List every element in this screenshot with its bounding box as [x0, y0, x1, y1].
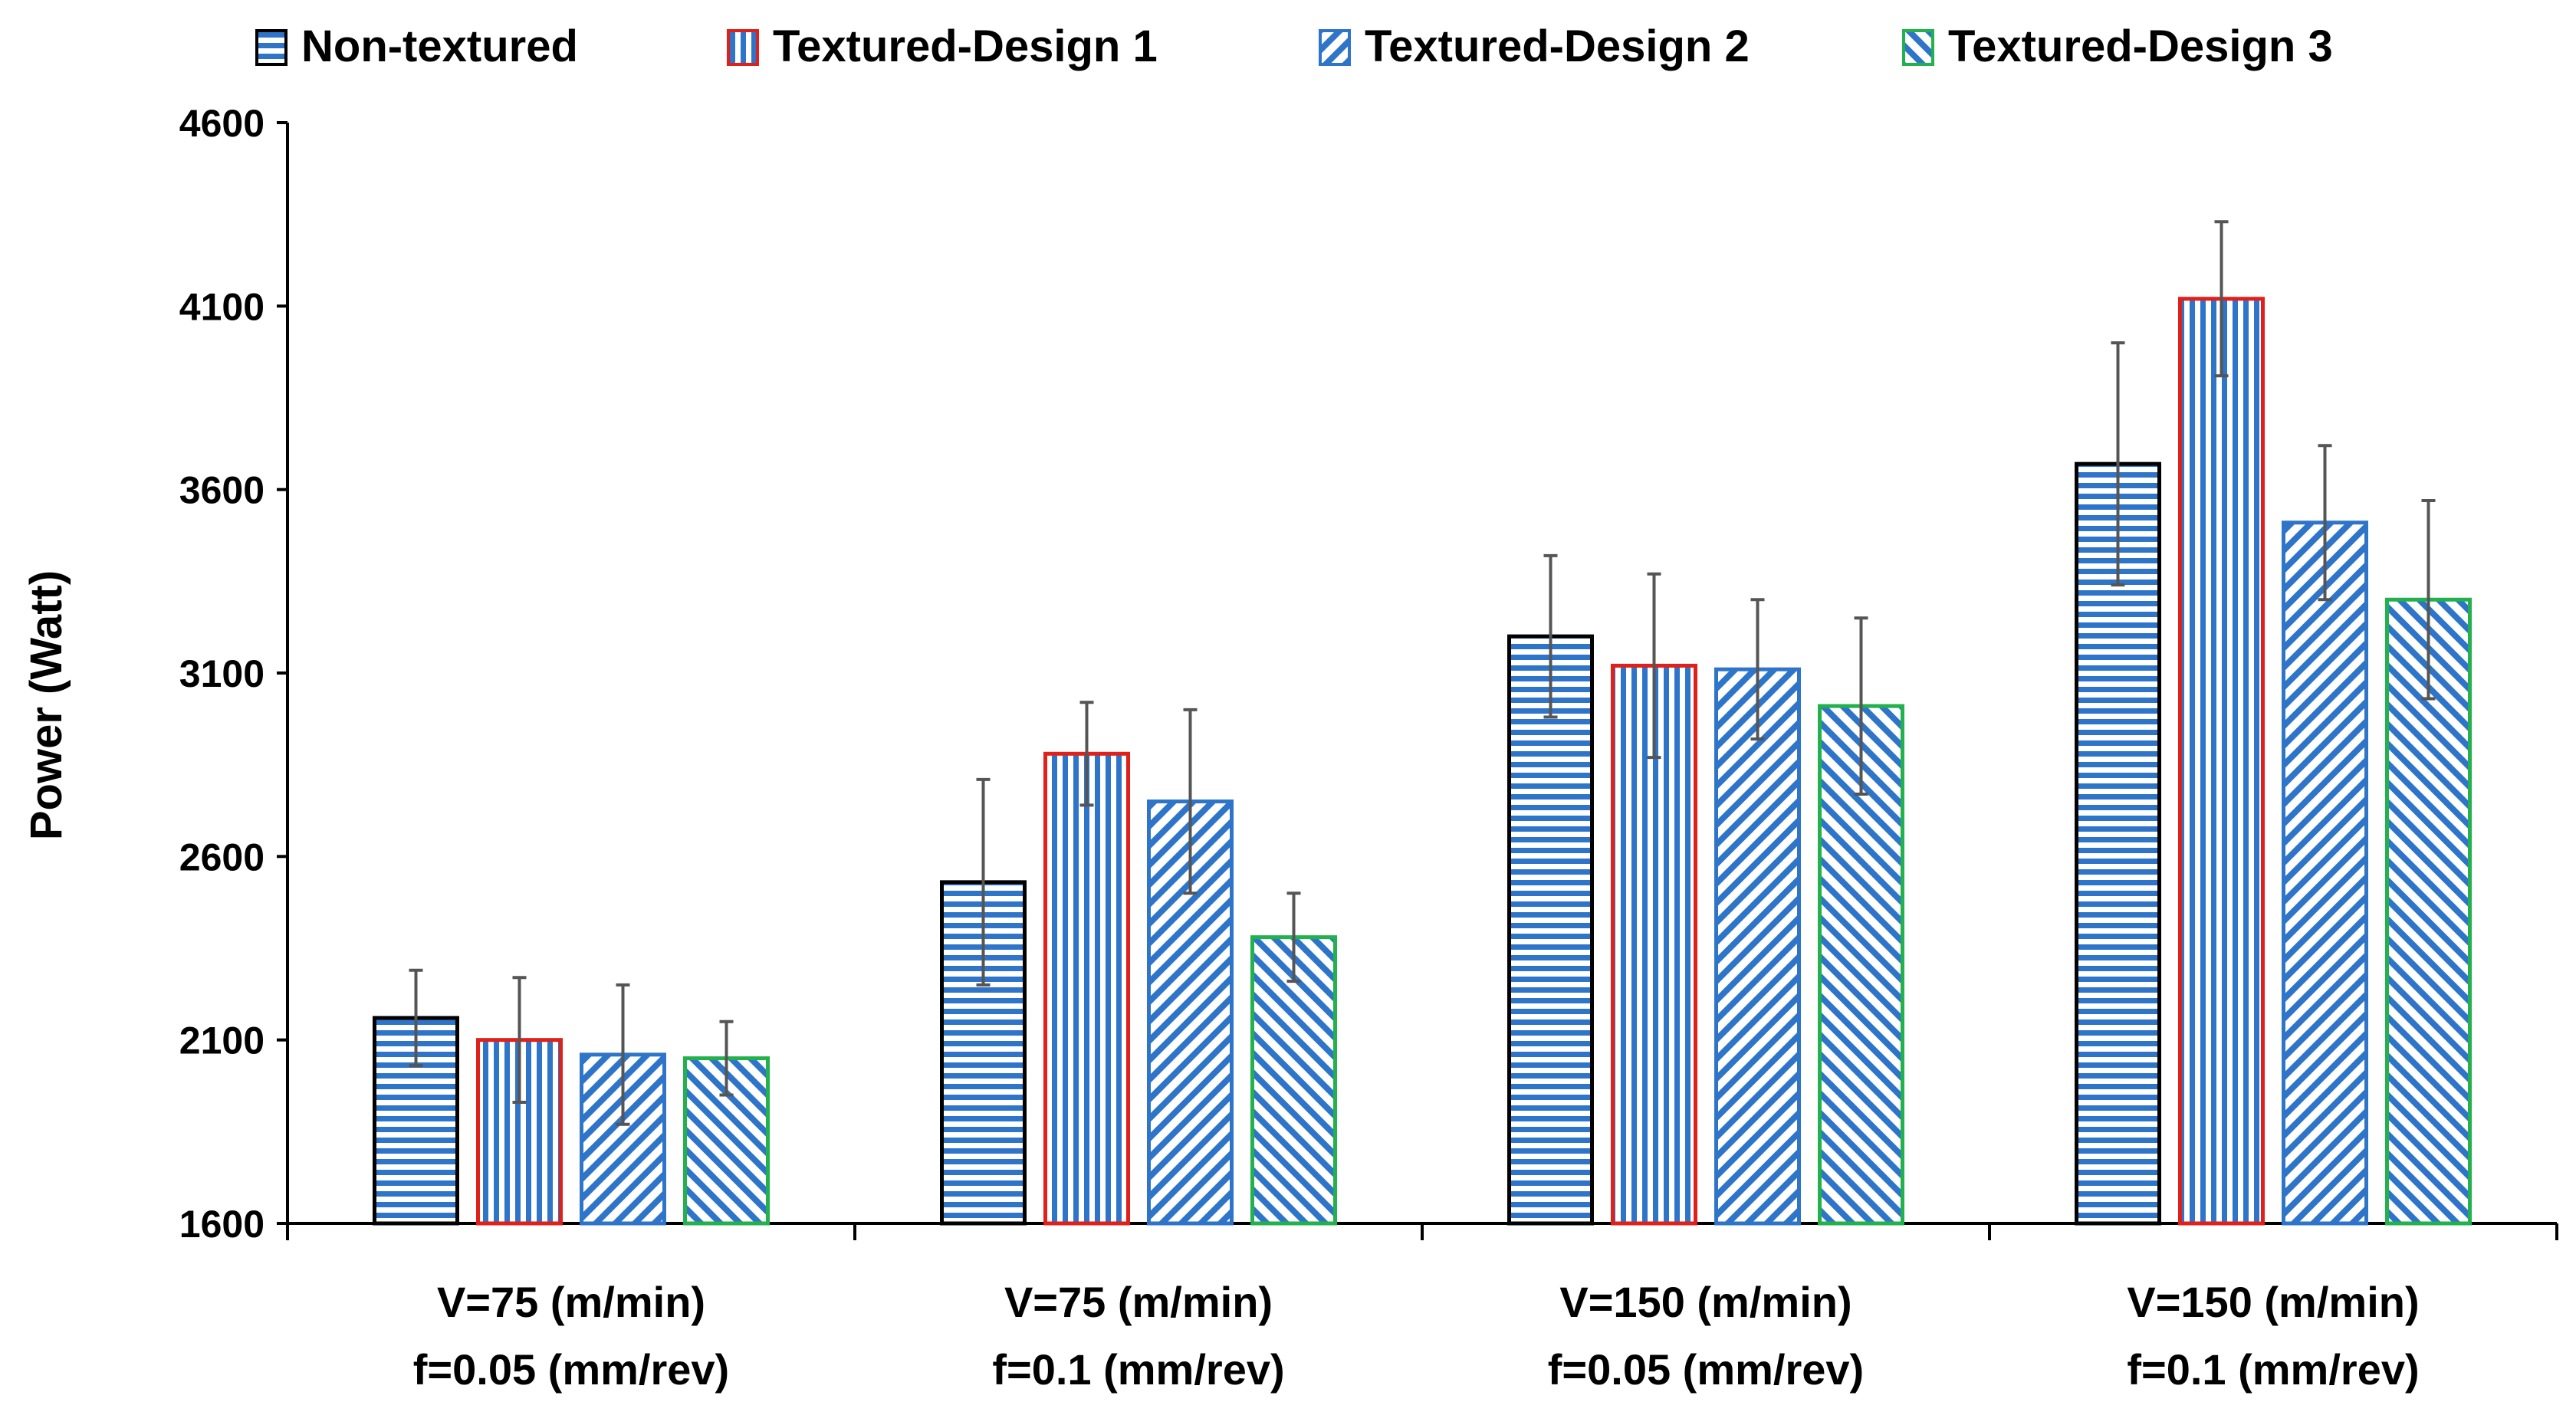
x-tick-label: V=150 (m/min) — [2127, 1278, 2419, 1326]
y-tick-label: 3600 — [179, 469, 264, 512]
x-tick-label: V=75 (m/min) — [1004, 1278, 1273, 1326]
bar-textured-design-1-2 — [1043, 751, 1130, 1226]
error-bars-layer — [409, 220, 2436, 1126]
x-tick-label: V=150 (m/min) — [1559, 1278, 1852, 1326]
error-bar — [1286, 891, 1301, 983]
error-bar — [1079, 701, 1094, 807]
legend-entry: Textured-Design 3 — [1902, 21, 2333, 71]
legend-swatch — [255, 29, 288, 66]
legend-swatch — [727, 29, 759, 66]
legend-swatch — [1319, 29, 1351, 66]
legend-swatch — [1902, 29, 1934, 66]
y-axis: 1600 2100 2600 3100 3600 4100 4600 — [179, 102, 289, 1246]
error-bar — [616, 983, 630, 1126]
error-bar — [2421, 499, 2436, 701]
error-bar — [512, 976, 527, 1105]
legend-entry: Non-textured — [255, 21, 578, 71]
legend-label: Textured-Design 1 — [773, 21, 1158, 71]
error-bar — [2111, 341, 2125, 587]
error-bar — [1750, 598, 1765, 741]
y-tick-label: 1600 — [179, 1203, 264, 1246]
legend-entry: Textured-Design 1 — [727, 21, 1158, 71]
error-bar — [409, 968, 423, 1068]
error-bar — [2318, 444, 2332, 602]
y-tick-label: 2100 — [179, 1019, 264, 1062]
legend-entry: Textured-Design 2 — [1319, 21, 1750, 71]
bar-textured-design-2-4 — [2282, 520, 2368, 1226]
bar-non-textured-3 — [1507, 634, 1594, 1226]
x-axis: V=75 (m/min) f=0.05 (mm/rev) V=75 (m/min) f… — [286, 1222, 2558, 1394]
x-tick-label: f=0.05 (mm/rev) — [413, 1345, 729, 1394]
x-tick-label: f=0.05 (mm/rev) — [1548, 1345, 1864, 1394]
bar-textured-design-2-3 — [1714, 667, 1801, 1226]
legend-label: Non-textured — [301, 21, 578, 71]
bar-textured-design-3-2 — [1250, 935, 1337, 1226]
bar-non-textured-4 — [2075, 461, 2161, 1226]
error-bar — [1543, 553, 1558, 719]
x-tick-label: f=0.1 (mm/rev) — [992, 1345, 1284, 1394]
bars-layer — [373, 297, 2472, 1226]
y-tick-label: 3100 — [179, 652, 264, 695]
error-bar — [1647, 572, 1661, 760]
bar-textured-design-1-4 — [2178, 297, 2265, 1226]
error-bar — [1183, 708, 1198, 895]
error-bar — [976, 777, 991, 987]
legend: Non-textured Textured-Design 1 Textured-De… — [255, 21, 2333, 71]
legend-label: Textured-Design 3 — [1948, 21, 2333, 71]
bar-non-textured-1 — [373, 1016, 459, 1226]
y-tick-label: 4100 — [179, 285, 264, 328]
error-bar — [2214, 220, 2229, 378]
y-tick-label: 2600 — [179, 836, 264, 878]
x-tick-label: f=0.1 (mm/rev) — [2127, 1345, 2419, 1394]
x-tick-label: V=75 (m/min) — [437, 1278, 705, 1326]
y-tick-label: 4600 — [179, 102, 264, 145]
error-bar — [719, 1019, 734, 1097]
error-bar — [1854, 616, 1868, 796]
legend-label: Textured-Design 2 — [1365, 21, 1750, 71]
y-axis-label: Power (Watt) — [21, 570, 71, 840]
